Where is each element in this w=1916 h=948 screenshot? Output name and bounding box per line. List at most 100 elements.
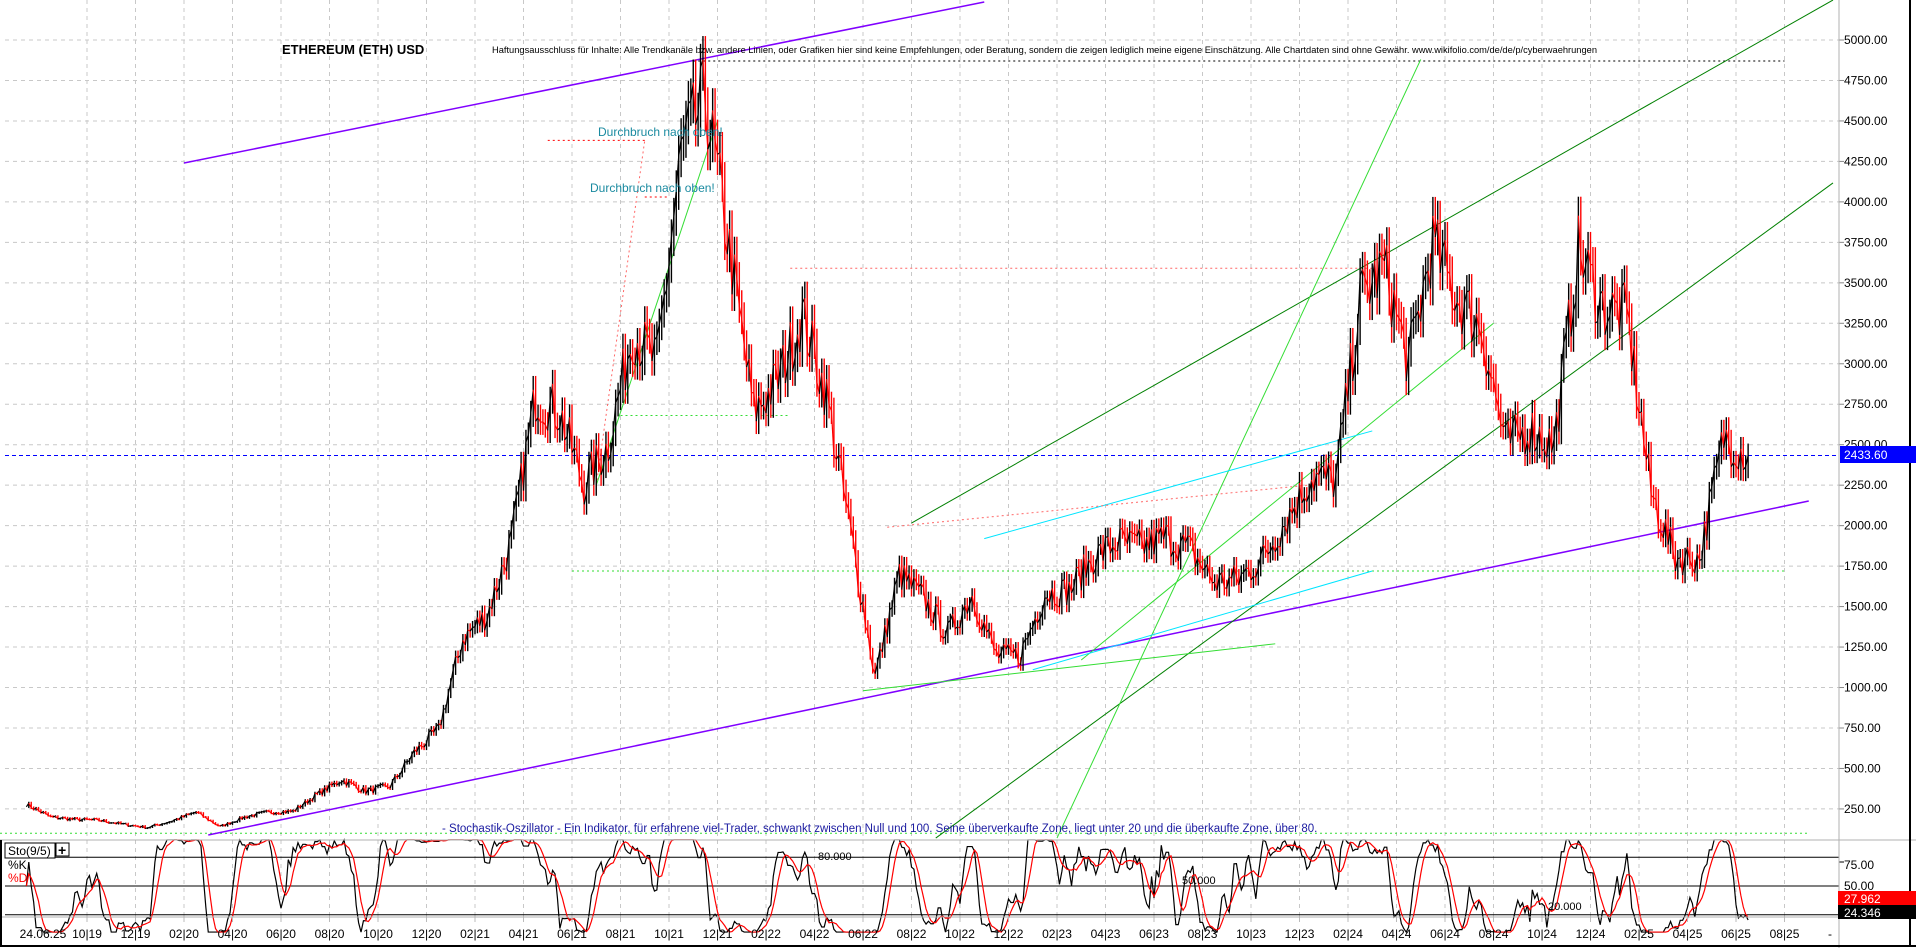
price-segment [959,611,964,629]
price-segment [886,609,891,638]
price-segment [467,629,471,632]
price-segment [1180,534,1184,543]
price-segment [537,417,542,423]
price-segment [1235,576,1240,586]
price-segment [1376,251,1381,299]
annotation-breakout-1: Durchbruch nach oben! [598,125,723,139]
price-segment [627,353,631,360]
price-segment [595,445,600,461]
x-tick-label: 08|23 [1188,927,1218,941]
x-tick-label: 04|24 [1382,927,1412,941]
price-segment [360,786,364,792]
price-segment [1570,310,1575,337]
price-segment [1723,429,1727,448]
price-segment [707,140,711,150]
price-segment [773,363,776,366]
price-segment [1192,541,1196,567]
price-segment [1206,564,1211,576]
price-segment [1396,313,1400,319]
price-segment [990,637,995,650]
price-segment [447,683,452,694]
price-segment [1163,525,1167,540]
price-segment [738,306,743,319]
price-segment [372,786,377,794]
level-80-label: 80.000 [818,851,852,863]
price-segment [925,599,930,612]
price-segment [1250,575,1254,581]
price-segment [721,182,726,242]
price-segment [954,626,958,630]
price-segment [1471,330,1475,343]
price-segment [1066,581,1070,605]
price-segment [181,815,185,818]
price-segment [1143,536,1148,554]
price-segment [1413,315,1417,319]
price-segment [1070,586,1075,594]
price-segment [164,822,168,825]
price-segment [271,812,274,815]
price-segment [268,810,272,814]
price-segment [280,810,284,815]
price-segment [566,417,571,437]
price-segment [358,790,362,793]
price-segment [998,652,1002,659]
price-segment [1655,499,1659,529]
price-segment [782,345,786,384]
price-segment [1260,544,1264,556]
price-segment [1216,575,1221,591]
price-segment [1444,240,1449,272]
price-segment [1112,546,1116,552]
price-segment [1160,527,1165,540]
price-segment [1699,558,1703,561]
price-segment [1563,331,1567,344]
price-segment [145,827,148,829]
add-indicator-button[interactable] [55,842,70,857]
price-segment [644,321,648,335]
price-segment [876,648,881,664]
price-segment [389,780,394,789]
y-tick-label: 4500.00 [1844,114,1888,128]
price-segment [212,822,216,825]
price-segment [947,620,951,624]
price-segment [1403,333,1407,382]
price-segment [1080,554,1085,591]
price-segment [898,564,903,590]
price-segment [843,490,847,503]
price-segment [1272,545,1276,552]
price-segment [1478,328,1482,339]
price-segment [481,612,486,631]
price-segment [1686,546,1691,561]
price-segment [1257,555,1262,569]
price-segment [952,614,956,629]
price-segment [401,761,406,771]
price-segment [821,372,825,415]
price-segment [794,334,799,358]
price-segment [343,780,348,786]
price-segment [1027,629,1031,639]
price-segment [1657,528,1662,533]
price-segment [823,379,828,415]
price-segment [1129,530,1133,534]
price-segment [174,818,177,821]
stochastic-panel [5,838,1844,934]
price-segment [862,601,867,627]
price-segment [234,820,238,823]
price-segment [527,413,532,435]
price-segment [1107,536,1111,554]
price-segment [568,417,573,453]
price-segment [188,812,192,815]
price-segment [1694,553,1698,574]
price-segment [680,136,685,140]
price-segment [421,745,425,748]
x-tick-label: 12|22 [994,927,1024,941]
price-segment [619,348,624,390]
price-segment [1604,322,1609,335]
x-tick-label: 10|24 [1527,927,1557,941]
price-segment [1330,471,1335,497]
price-segment [159,823,163,826]
price-segment [1083,554,1087,578]
y-tick-label: 1500.00 [1844,600,1888,614]
indicator-name-box[interactable] [4,842,56,859]
price-segment [1689,560,1693,569]
